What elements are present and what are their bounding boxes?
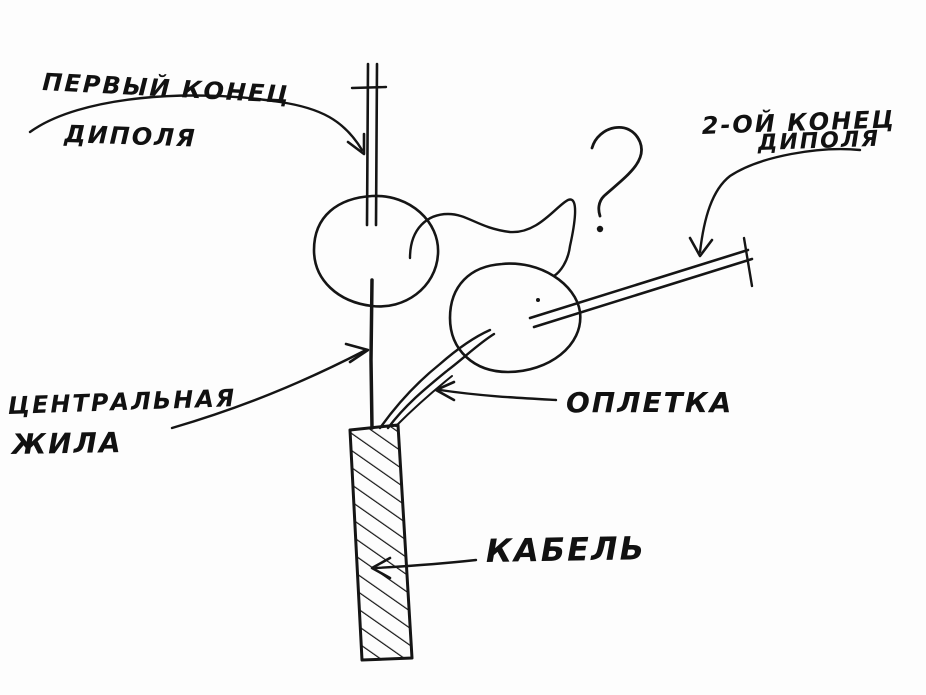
label-center-core-line2: ЖИЛА	[10, 426, 123, 461]
arrow-braid	[434, 380, 558, 402]
label-second-end-line2: ДИПОЛЯ	[756, 127, 880, 156]
second-dipole-rod	[528, 236, 754, 329]
upper-junction-circle	[312, 194, 440, 308]
label-first-end-line2: ДИПОЛЯ	[63, 120, 197, 153]
braid-strands	[378, 328, 496, 430]
label-second-end-line1: 2-ОЙ КОНЕЦ	[701, 104, 896, 140]
label-braid: ОПЛЕТКА	[566, 386, 733, 419]
lower-junction-circle	[448, 262, 582, 374]
arrow-second-end	[688, 147, 862, 258]
label-center-core-line1: ЦЕНТРАЛЬНАЯ	[7, 384, 236, 420]
first-dipole-rod	[350, 62, 388, 227]
connection-curve	[408, 198, 577, 278]
question-mark: ?	[590, 126, 643, 233]
central-core-wire	[369, 278, 374, 430]
arrow-first-end	[28, 94, 366, 156]
cable-body	[348, 423, 414, 662]
label-first-end-line1: ПЕРВЫЙ КОНЕЦ	[42, 67, 292, 109]
label-cable: КАБЕЛЬ	[485, 529, 646, 570]
arrow-central-core	[170, 342, 370, 430]
arrow-cable	[370, 556, 478, 580]
